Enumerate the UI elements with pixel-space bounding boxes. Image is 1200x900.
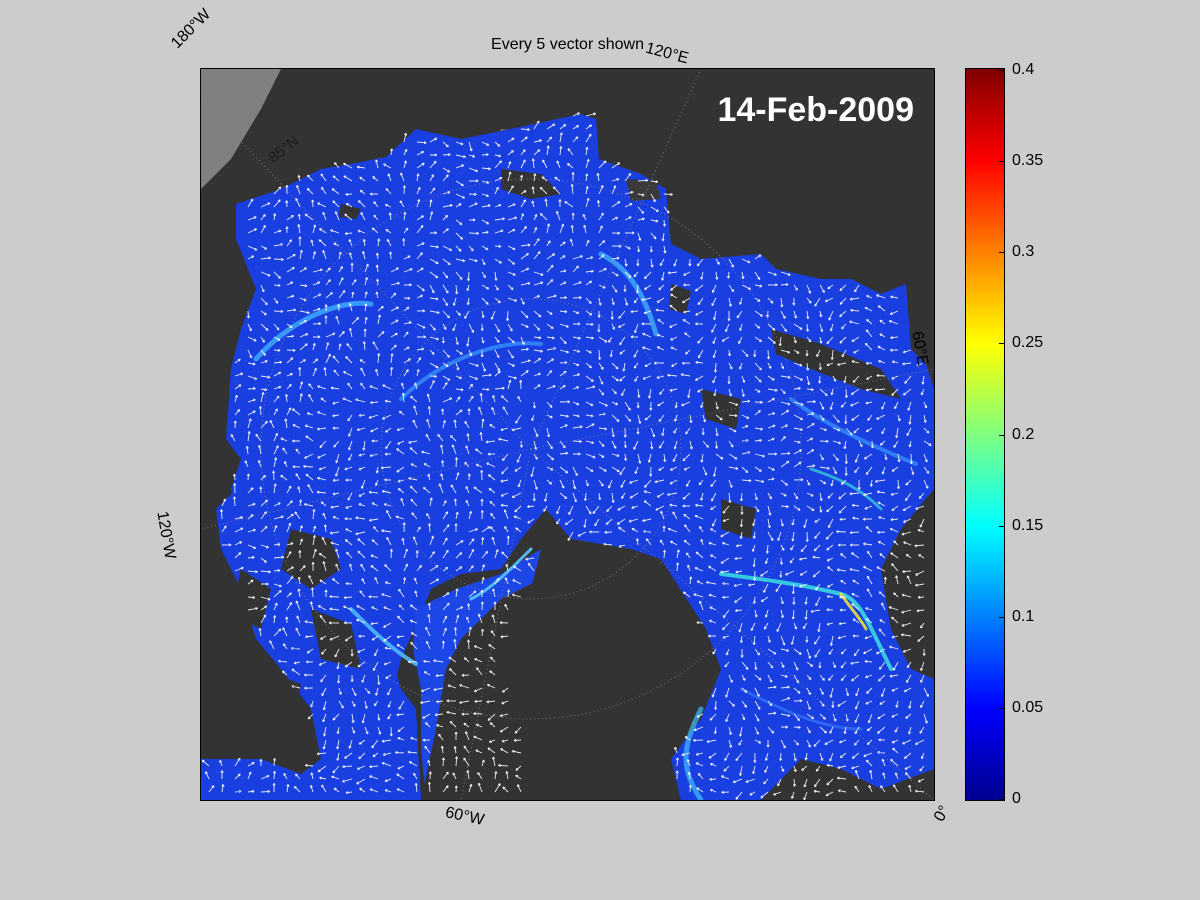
- graticule: [201, 69, 934, 800]
- colorbar-tick-mark: [999, 707, 1005, 709]
- coord-label-60w: 60°W: [443, 804, 486, 829]
- island: [311, 609, 361, 669]
- date-label: 14-Feb-2009: [717, 91, 914, 129]
- colorbar-tick-label: 0: [1012, 790, 1021, 807]
- colorbar-tick-label: 0.15: [1012, 516, 1044, 534]
- colorbar-tick-label: 0.4: [1012, 61, 1035, 78]
- high-velocity-streaks: [253, 251, 918, 800]
- plot-title: Every 5 vector shown: [491, 36, 644, 53]
- island: [701, 389, 741, 429]
- colorbar-tick-mark: [999, 434, 1005, 436]
- coord-label-120w: 120°W: [153, 510, 179, 561]
- drift-vector-field: [201, 112, 932, 800]
- colorbar-tick-mark: [999, 252, 1005, 254]
- colorbar-tick-label: 0.3: [1012, 243, 1035, 261]
- colorbar-tick-label: 0.05: [1012, 698, 1044, 716]
- colorbar-tick-mark: [999, 161, 1005, 163]
- colorbar-tick-label: 0.2: [1012, 425, 1035, 443]
- island: [669, 284, 691, 314]
- island: [501, 169, 561, 199]
- colorbar-tick-label: 0.25: [1012, 334, 1044, 352]
- island: [339, 204, 361, 219]
- colorbar-tick-mark: [999, 616, 1005, 618]
- island: [721, 499, 756, 539]
- greenland: [421, 564, 671, 800]
- scandinavia: [881, 489, 934, 679]
- colorbar: [965, 68, 1005, 801]
- outer-ocean: [201, 69, 281, 189]
- land-bottom-right: [761, 759, 934, 800]
- colorbar-tick-label: 0.1: [1012, 607, 1035, 625]
- colorbar-tick-mark: [999, 70, 1005, 71]
- colorbar-tick-mark: [999, 343, 1005, 345]
- drift-vectors: [201, 112, 932, 800]
- island: [261, 669, 301, 719]
- ice-drift-map: [201, 69, 934, 800]
- colorbar-tick-label: 0.35: [1012, 152, 1044, 170]
- colorbar-tick-mark: [999, 525, 1005, 527]
- sea-ice-canadian-archipelago: [201, 489, 421, 800]
- colorbar-tick-mark: [999, 799, 1005, 800]
- map-frame: 85°N 14-Feb-2009: [200, 68, 935, 801]
- coord-label-0: 0°: [931, 802, 954, 825]
